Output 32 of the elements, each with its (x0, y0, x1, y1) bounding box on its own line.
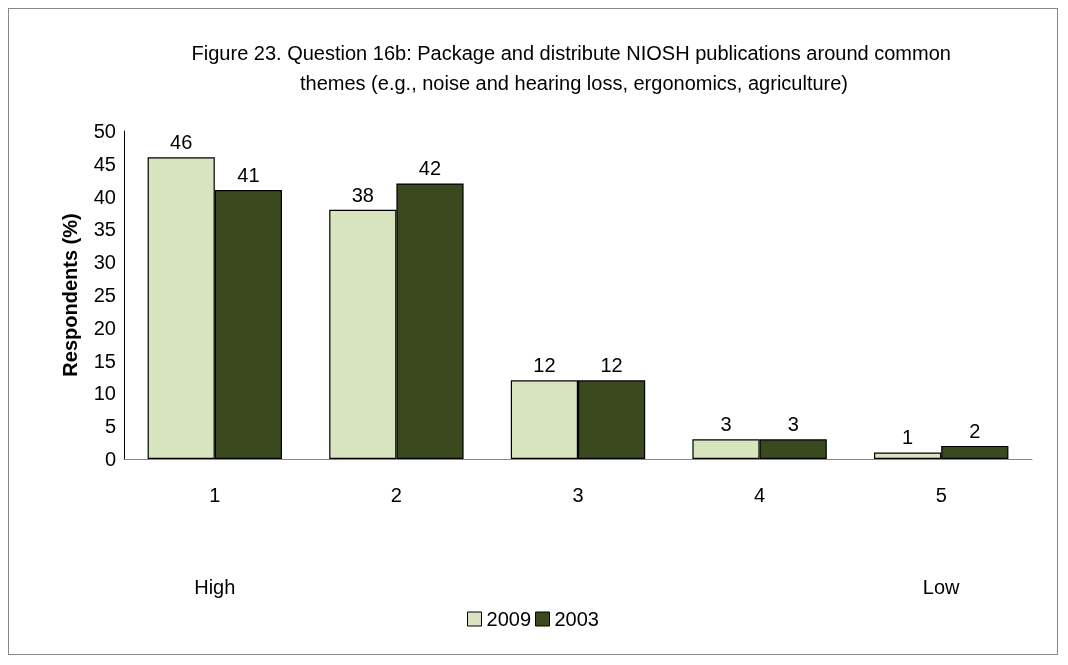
data-label: 46 (170, 131, 193, 154)
data-label: 12 (600, 354, 623, 377)
data-label: 2 (969, 419, 981, 442)
data-label: 42 (418, 157, 442, 180)
x-tick-label: 4 (754, 484, 766, 506)
text: Low (922, 576, 961, 598)
y-axis-title: Respondents (%) (59, 213, 81, 377)
y-tick-label: 0 (104, 448, 116, 470)
x-tick-label: 1 (209, 484, 221, 506)
data-label: 41 (237, 164, 260, 187)
data-label: 1 (902, 426, 914, 449)
data-label: 3 (720, 413, 732, 436)
y-tick-label: 40 (93, 185, 116, 208)
y-tick-label: 10 (93, 382, 116, 405)
x-tick-label: 5 (935, 484, 947, 506)
text: High (194, 576, 236, 598)
data-label: 3 (787, 413, 799, 436)
y-tick-label: 5 (104, 415, 116, 438)
y-tick-label: 15 (93, 349, 116, 372)
x-tick-label: 2 (390, 484, 402, 506)
y-tick-label: 45 (93, 152, 116, 175)
y-tick-label: 30 (93, 251, 116, 274)
y-tick-label: 35 (93, 218, 116, 241)
chart-title: Figure 23. Question 16b: Package and distribute NIOSH publications around common themes (e.g., noise and hearing loss, ergonomics, agriculture) (191, 42, 957, 94)
legend-label: 2003 (554, 608, 599, 630)
data-label: 38 (351, 183, 374, 206)
y-tick-label: 25 (93, 284, 116, 306)
legend-label: 2009 (486, 608, 532, 630)
data-label: 12 (533, 354, 556, 377)
x-tick-label: 3 (572, 484, 584, 506)
y-tick-label: 50 (93, 120, 116, 142)
y-tick-label: 20 (93, 316, 116, 339)
